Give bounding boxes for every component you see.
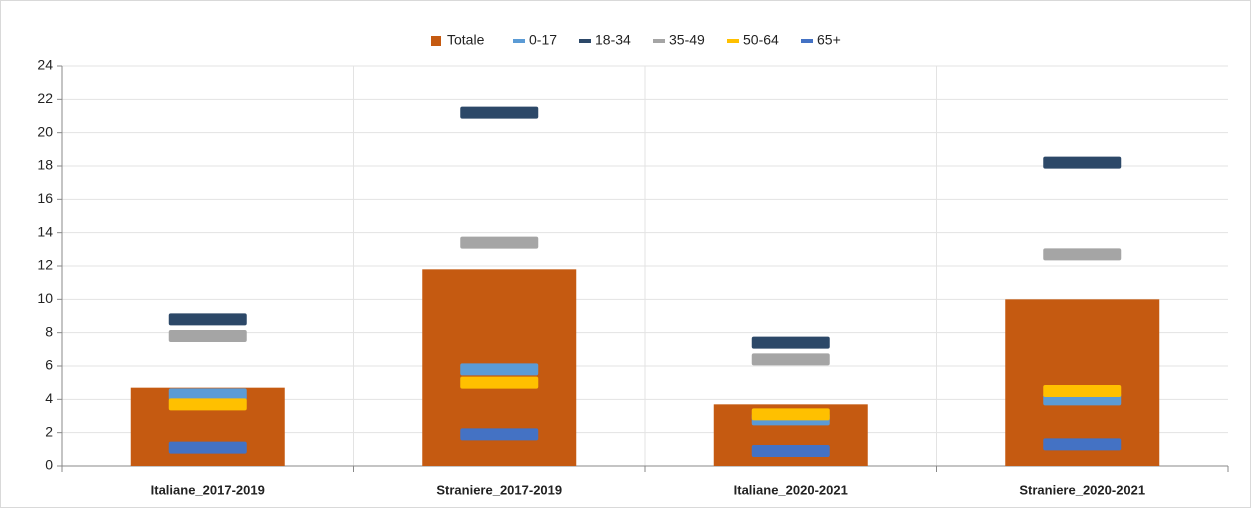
- dash-marker: [460, 376, 539, 389]
- dash-marker: [751, 408, 830, 421]
- dash-marker: [168, 441, 247, 454]
- dash-marker: [751, 336, 830, 349]
- dash-marker: [460, 363, 539, 376]
- y-tick-label: 10: [37, 290, 53, 306]
- dash-marker: [460, 236, 539, 249]
- dash-marker: [460, 106, 539, 119]
- dash-marker: [1043, 248, 1122, 261]
- y-tick-label: 6: [45, 357, 53, 373]
- legend-label: Totale: [447, 32, 485, 48]
- dash-marker: [168, 398, 247, 411]
- legend-label: 35-49: [669, 32, 705, 48]
- y-tick-label: 8: [45, 323, 53, 339]
- y-tick-label: 2: [45, 423, 53, 439]
- y-tick-label: 0: [45, 457, 53, 473]
- x-tick-label: Straniere_2017-2019: [436, 482, 562, 497]
- y-tick-label: 4: [45, 390, 53, 406]
- y-tick-label: 20: [37, 123, 53, 139]
- legend-label: 18-34: [595, 32, 631, 48]
- legend-swatch: [653, 39, 665, 43]
- x-tick-label: Italiane_2020-2021: [734, 482, 848, 497]
- dash-marker: [460, 428, 539, 441]
- legend-swatch: [801, 39, 813, 43]
- legend-swatch: [579, 39, 591, 43]
- legend-label: 50-64: [743, 32, 779, 48]
- dash-marker: [168, 313, 247, 326]
- dash-marker: [1043, 385, 1122, 397]
- y-tick-label: 16: [37, 190, 53, 206]
- legend-swatch: [431, 36, 441, 46]
- dash-marker: [168, 388, 247, 401]
- dash-marker: [751, 353, 830, 366]
- x-tick-label: Straniere_2020-2021: [1019, 482, 1145, 497]
- y-tick-label: 22: [37, 90, 53, 106]
- dash-marker: [1043, 156, 1122, 169]
- y-tick-label: 14: [37, 223, 53, 239]
- bar: [1005, 299, 1160, 466]
- dash-marker: [168, 330, 247, 342]
- legend-swatch: [513, 39, 525, 43]
- legend-label: 65+: [817, 32, 841, 48]
- y-tick-label: 24: [37, 57, 53, 73]
- y-tick-label: 12: [37, 257, 53, 273]
- legend-label: 0-17: [529, 32, 557, 48]
- dash-marker: [1043, 438, 1122, 451]
- x-tick-label: Italiane_2017-2019: [151, 482, 265, 497]
- legend-swatch: [727, 39, 739, 43]
- y-tick-label: 18: [37, 157, 53, 173]
- dash-marker: [751, 445, 830, 457]
